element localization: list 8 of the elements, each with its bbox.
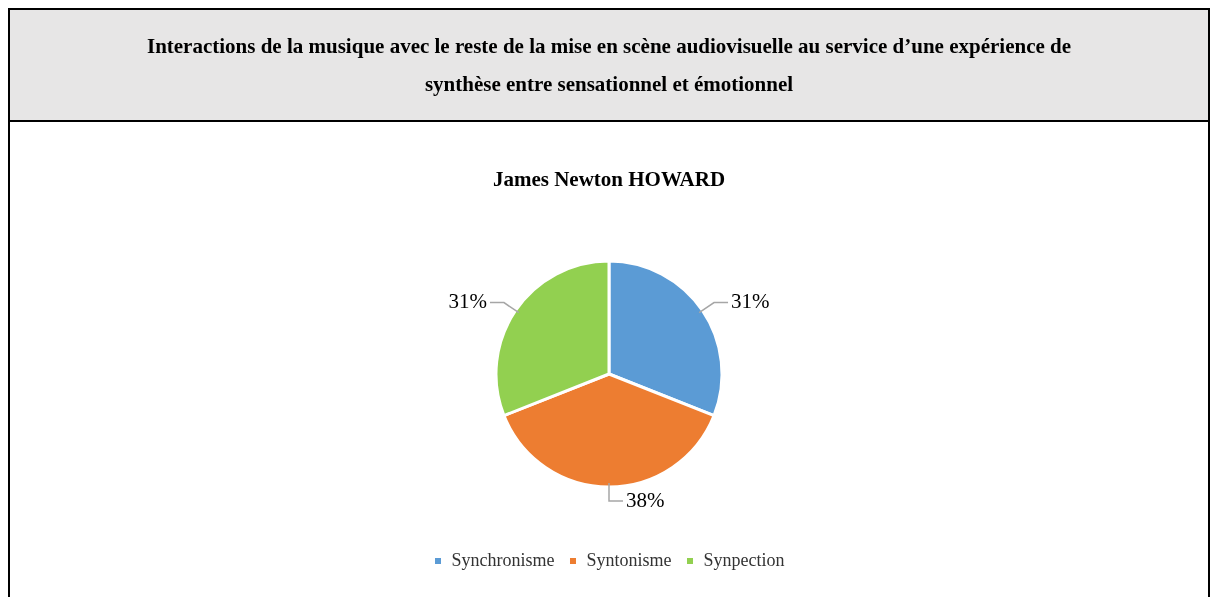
legend-label: Synpection xyxy=(703,549,785,570)
legend-label: Synchronisme xyxy=(451,549,555,570)
data-label: 31% xyxy=(731,289,770,314)
data-label: 31% xyxy=(448,289,487,314)
data-label: 38% xyxy=(626,487,665,512)
chart-subtitle: James Newton HOWARD xyxy=(491,167,727,192)
legend-label: Syntonisme xyxy=(586,549,672,570)
chart-title: Interactions de la musique avec le reste de la mise en scène audiovisuelle au service d’une expérience de synthèse entre sensationnel et émotionnel xyxy=(10,10,1208,122)
